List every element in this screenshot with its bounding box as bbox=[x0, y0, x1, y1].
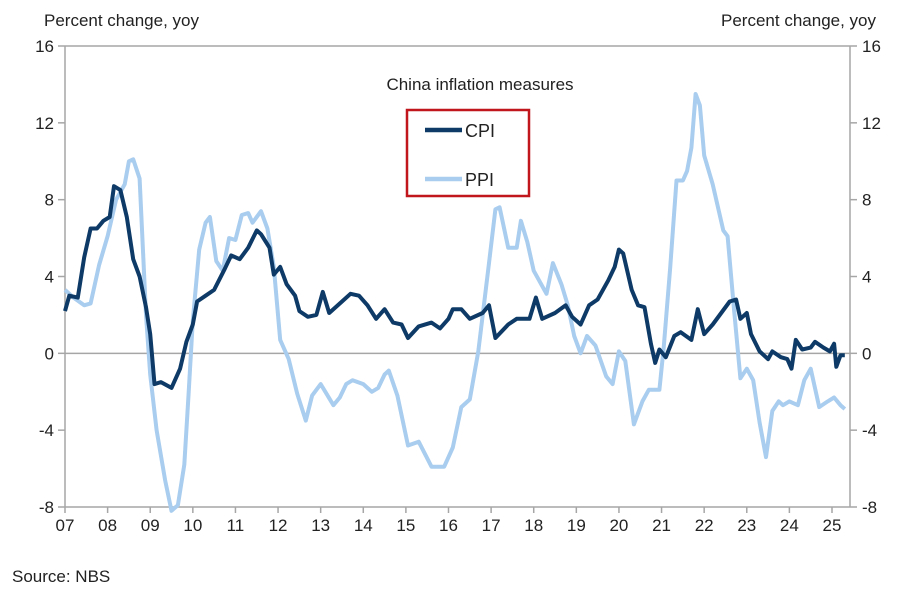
y-tick-label-left: 8 bbox=[45, 191, 54, 210]
x-tick-label: 23 bbox=[737, 516, 756, 535]
y-tick-label-left: -8 bbox=[39, 498, 54, 517]
y-tick-label-left: 12 bbox=[35, 114, 54, 133]
x-tick-label: 16 bbox=[439, 516, 458, 535]
x-tick-label: 14 bbox=[354, 516, 373, 535]
x-tick-label: 20 bbox=[609, 516, 628, 535]
y-tick-label-right: 16 bbox=[862, 37, 881, 56]
x-tick-label: 10 bbox=[183, 516, 202, 535]
series-lines bbox=[63, 92, 847, 513]
x-tick-label: 11 bbox=[227, 516, 245, 535]
legend: CPI PPI bbox=[405, 108, 531, 198]
right-axis-unit-label: Percent change, yoy bbox=[721, 11, 876, 30]
x-tick-label: 24 bbox=[780, 516, 799, 535]
source-note: Source: NBS bbox=[12, 567, 110, 585]
y-tick-label-right: -4 bbox=[862, 421, 877, 440]
y-tick-label-right: 12 bbox=[862, 114, 881, 133]
x-tick-label: 08 bbox=[98, 516, 117, 535]
x-tick-label: 07 bbox=[56, 516, 75, 535]
y-tick-label-left: 0 bbox=[45, 344, 54, 363]
legend-highlight-box bbox=[405, 108, 531, 198]
x-tick-label: 12 bbox=[269, 516, 288, 535]
x-tick-label: 17 bbox=[482, 516, 501, 535]
x-tick-label: 13 bbox=[311, 516, 330, 535]
y-tick-label-left: 16 bbox=[35, 37, 54, 56]
x-tick-label: 19 bbox=[567, 516, 586, 535]
y-tick-label-left: 4 bbox=[45, 268, 54, 287]
series-line-cpi bbox=[63, 184, 845, 390]
legend-label-ppi: PPI bbox=[465, 170, 494, 190]
y-tick-label-left: -4 bbox=[39, 421, 54, 440]
y-tick-label-right: -8 bbox=[862, 498, 877, 517]
chart-title: China inflation measures bbox=[386, 75, 573, 94]
x-tick-label: 21 bbox=[652, 516, 671, 535]
y-tick-label-right: 8 bbox=[862, 191, 871, 210]
series-line-ppi bbox=[63, 92, 847, 513]
x-tick-label: 22 bbox=[695, 516, 714, 535]
x-tick-label: 18 bbox=[524, 516, 543, 535]
x-tick-label: 09 bbox=[141, 516, 160, 535]
x-tick-label: 25 bbox=[823, 516, 842, 535]
y-tick-label-right: 0 bbox=[862, 344, 871, 363]
legend-label-cpi: CPI bbox=[465, 121, 495, 141]
left-axis-unit-label: Percent change, yoy bbox=[44, 11, 199, 30]
y-tick-label-right: 4 bbox=[862, 268, 871, 287]
x-tick-label: 15 bbox=[396, 516, 415, 535]
